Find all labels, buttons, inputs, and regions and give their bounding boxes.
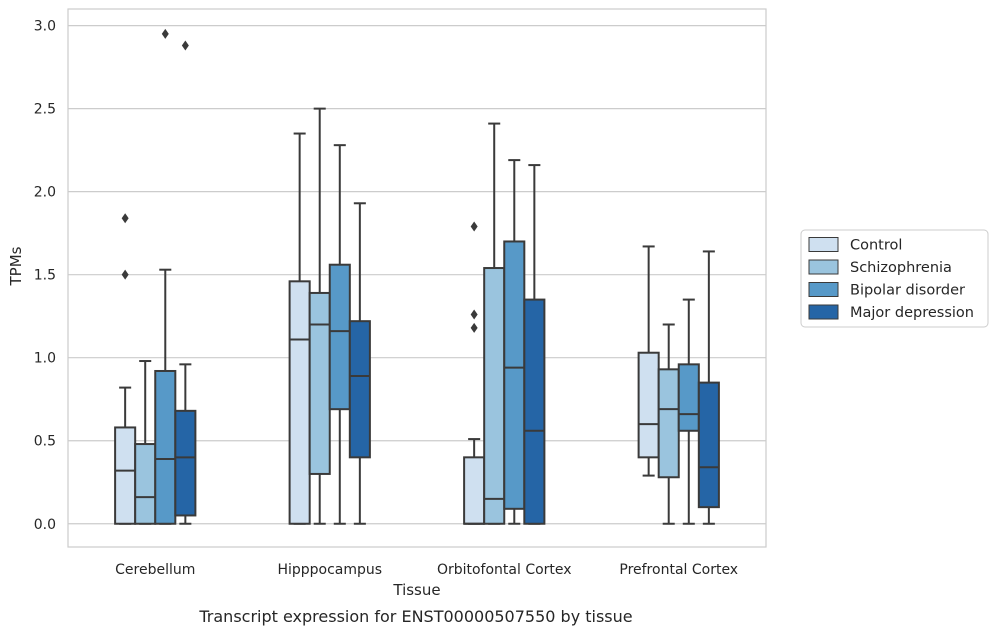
outlier-point bbox=[121, 269, 129, 280]
iqr-box bbox=[463, 456, 486, 525]
legend-item: Schizophrenia bbox=[808, 259, 952, 276]
box-1-2 bbox=[328, 144, 351, 525]
legend-label: Control bbox=[850, 238, 902, 254]
x-tick-labels: Cerebellum Hipppocampus Orbitofontal Corte… bbox=[115, 562, 738, 578]
x-axis-label: Tissue bbox=[392, 581, 440, 599]
iqr-box bbox=[114, 426, 137, 525]
legend-label: Schizophrenia bbox=[850, 260, 952, 276]
y-tick-label: 1.0 bbox=[34, 351, 56, 367]
legend: Control Schizophrenia Bipolar disorder Majo… bbox=[800, 229, 989, 328]
legend-item: Control bbox=[808, 237, 902, 254]
legend-swatch bbox=[808, 304, 839, 320]
y-tick-label: 0.5 bbox=[34, 434, 56, 450]
box-3-1 bbox=[657, 323, 680, 525]
box-3-2 bbox=[677, 298, 700, 525]
y-axis-label: TPMs bbox=[7, 246, 25, 286]
iqr-box bbox=[523, 298, 546, 525]
x-tick-label: Prefrontal Cortex bbox=[619, 562, 738, 578]
iqr-box bbox=[677, 363, 700, 432]
iqr-box bbox=[328, 263, 351, 411]
outlier-point bbox=[161, 28, 169, 39]
outlier-point bbox=[470, 221, 478, 232]
legend-frame bbox=[800, 229, 989, 328]
outlier-point bbox=[121, 213, 129, 224]
iqr-box bbox=[154, 369, 177, 525]
box-series-group bbox=[114, 28, 720, 525]
chart-caption: Transcript expression for ENST0000050755… bbox=[198, 607, 632, 626]
box-1-1 bbox=[308, 107, 331, 525]
box-2-3 bbox=[523, 164, 546, 525]
iqr-box bbox=[503, 240, 526, 510]
iqr-box bbox=[288, 280, 311, 525]
box-2-0 bbox=[463, 221, 486, 525]
plot-area-frame bbox=[67, 8, 767, 548]
y-tick-label: 1.5 bbox=[34, 268, 56, 284]
box-2-1 bbox=[483, 122, 506, 525]
legend-swatch bbox=[808, 282, 839, 297]
legend-swatch bbox=[808, 259, 839, 275]
legend-label: Major depression bbox=[850, 305, 974, 321]
iqr-box bbox=[697, 381, 720, 509]
legend-label: Bipolar disorder bbox=[850, 283, 965, 299]
box-0-1 bbox=[134, 360, 157, 525]
y-tick-label: 3.0 bbox=[34, 19, 56, 35]
iqr-box bbox=[134, 443, 157, 525]
box-0-2 bbox=[154, 28, 177, 525]
iqr-box bbox=[657, 368, 680, 479]
box-0-3 bbox=[174, 40, 197, 525]
x-tick-label: Hipppocampus bbox=[277, 562, 382, 578]
box-0-0 bbox=[114, 213, 137, 525]
iqr-box bbox=[174, 409, 197, 517]
legend-item: Bipolar disorder bbox=[808, 282, 965, 299]
legend-swatch bbox=[808, 237, 839, 252]
legend-item: Major depression bbox=[808, 304, 974, 321]
outlier-point bbox=[181, 40, 189, 51]
outlier-point bbox=[470, 309, 478, 320]
box-2-2 bbox=[503, 159, 526, 525]
y-tick-label: 0.0 bbox=[34, 517, 56, 533]
iqr-box bbox=[348, 320, 371, 459]
iqr-box bbox=[308, 291, 331, 475]
box-3-3 bbox=[697, 250, 720, 525]
iqr-box bbox=[637, 351, 660, 459]
y-tick-labels: 0.0 0.5 1.0 1.5 2.0 2.5 3.0 bbox=[34, 19, 56, 533]
y-tick-label: 2.0 bbox=[34, 185, 56, 201]
box-3-0 bbox=[637, 245, 660, 477]
iqr-box bbox=[483, 267, 506, 525]
box-1-3 bbox=[348, 202, 371, 525]
x-tick-label: Orbitofontal Cortex bbox=[437, 562, 572, 578]
outlier-point bbox=[470, 322, 478, 333]
x-tick-label: Cerebellum bbox=[115, 562, 195, 578]
y-tick-label: 2.5 bbox=[34, 102, 56, 118]
